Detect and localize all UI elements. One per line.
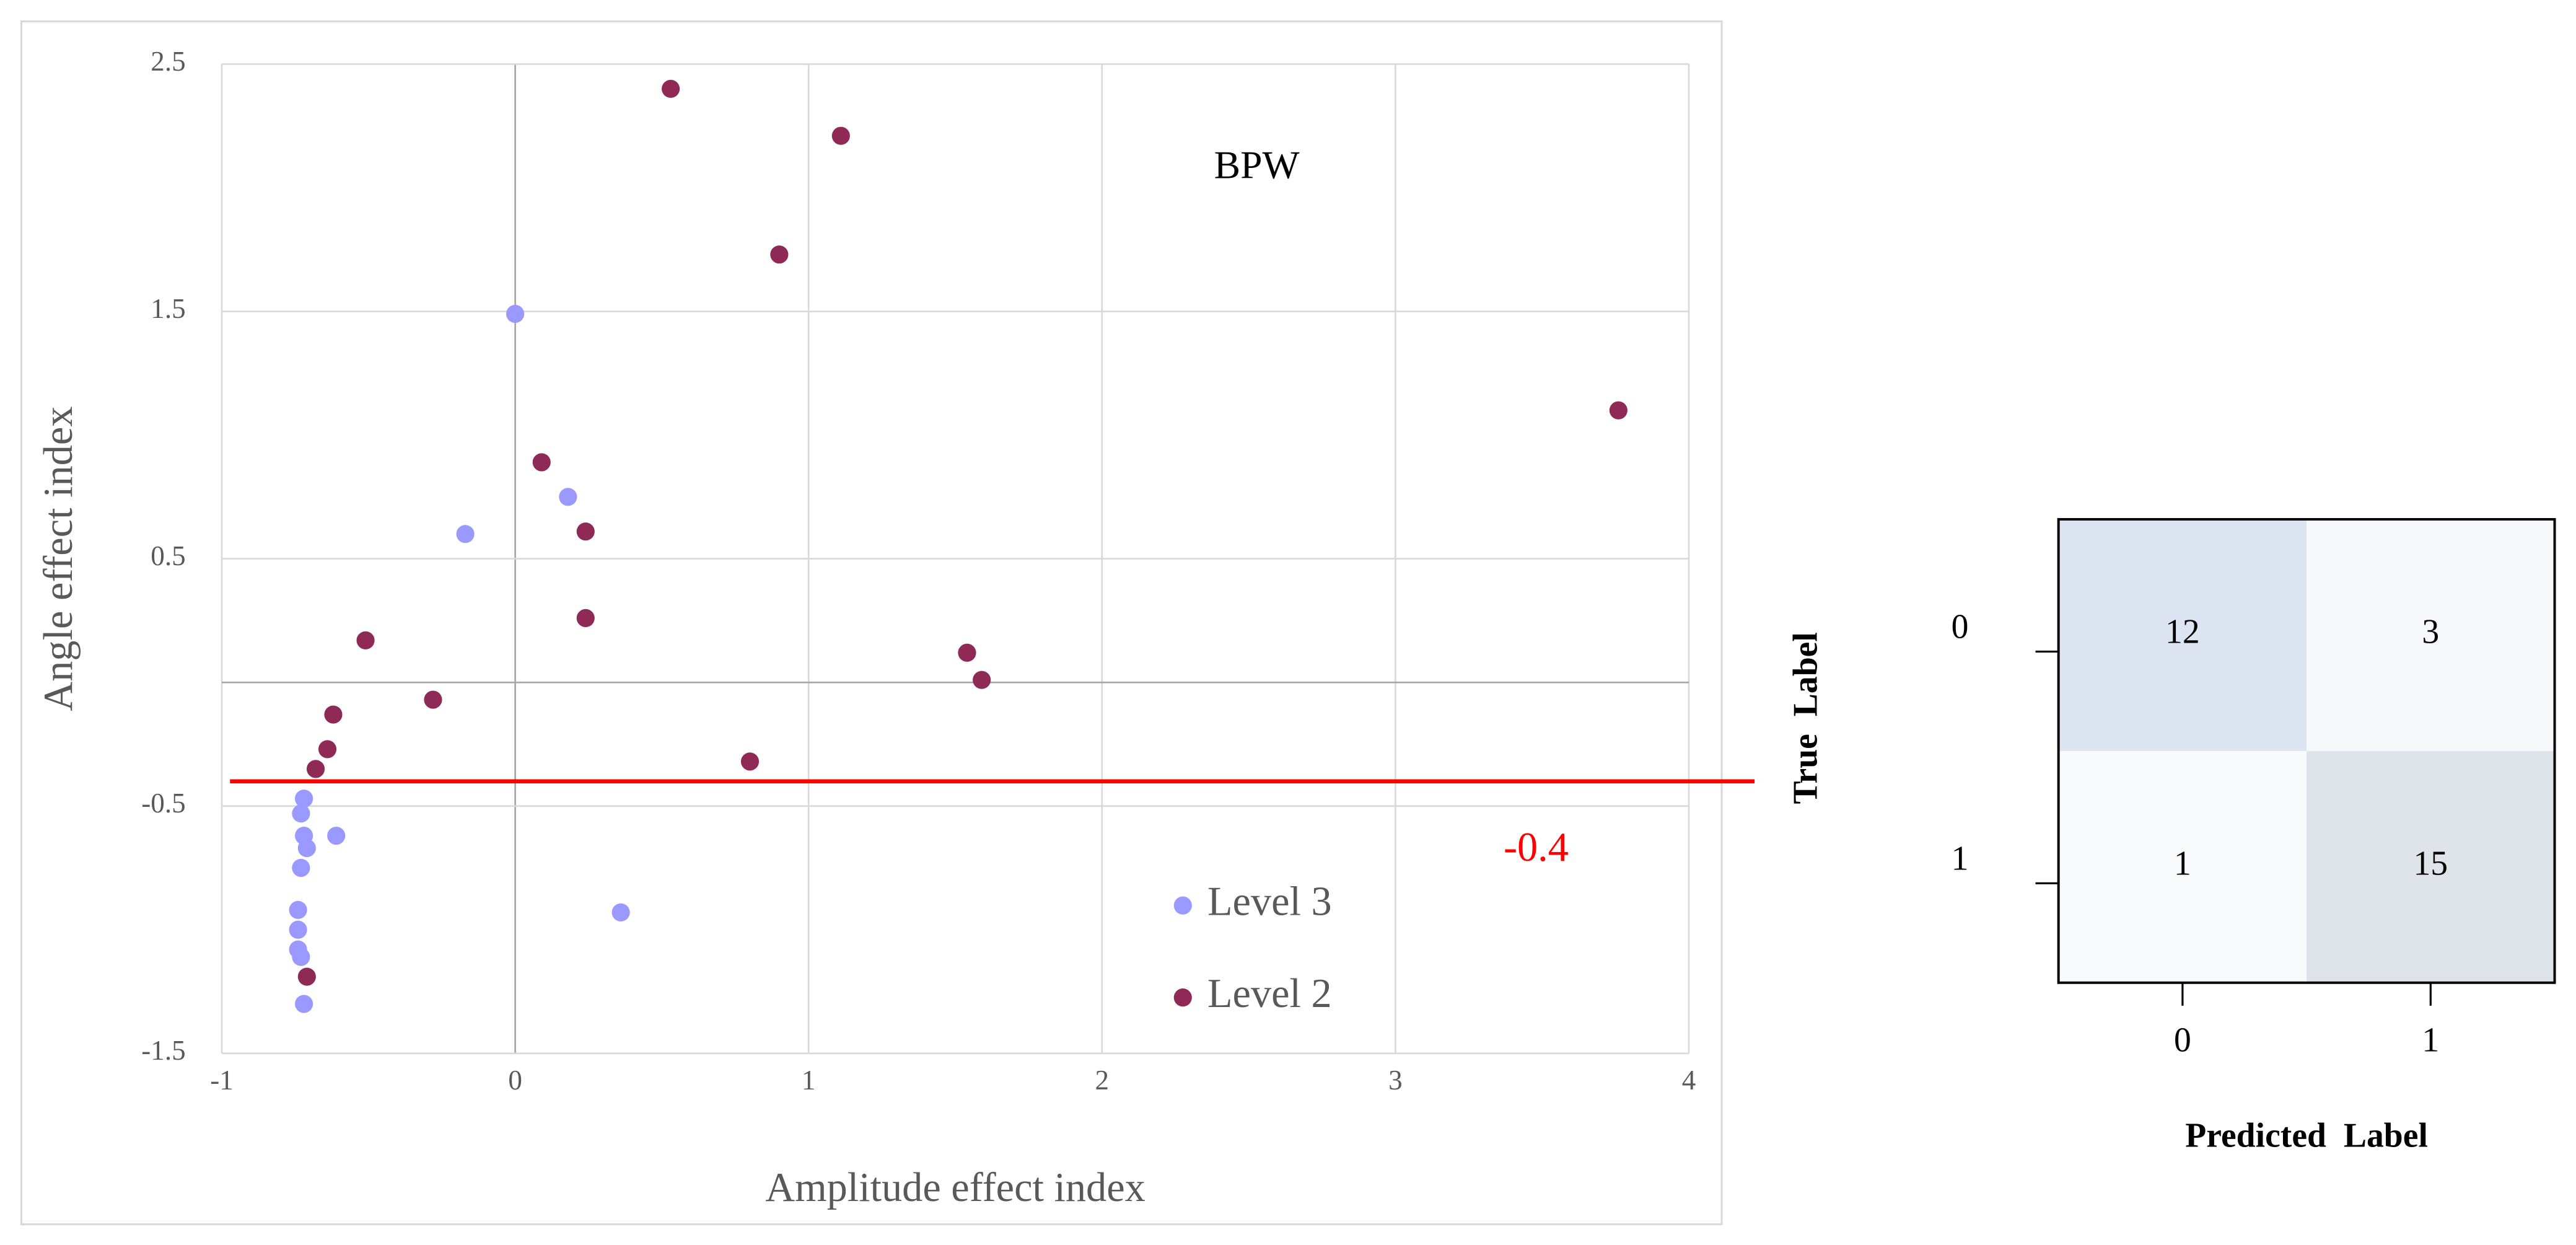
scatter-point (292, 804, 310, 823)
scatter-point (327, 827, 346, 845)
y-tick-label: 0.5 (151, 540, 185, 571)
scatter-point (295, 995, 313, 1013)
heatmap-frame (2057, 517, 2556, 984)
legend-marker (1173, 896, 1192, 915)
scatter-point (576, 609, 595, 627)
heatmap-cell (2307, 750, 2555, 983)
scatter-point (306, 760, 325, 778)
x-tick-label: 2 (1095, 1065, 1110, 1096)
legend-label: Level 2 (1207, 971, 1332, 1016)
legend-marker (1173, 988, 1192, 1007)
scatter-point (506, 304, 525, 323)
y-tick-label: 1 (1952, 840, 1969, 878)
scatter-point (318, 740, 337, 759)
scatter-point (740, 752, 760, 771)
y-axis-title: True Label (1786, 632, 1825, 804)
cell-label: 15 (2413, 845, 2448, 883)
y-tick-label: 2.5 (151, 46, 185, 77)
chart-frame (20, 20, 1723, 1226)
scatter-point (770, 245, 789, 264)
x-axis-title: Amplitude effect index (765, 1165, 1146, 1210)
scatter-point (1609, 401, 1628, 420)
scatter-point (958, 643, 976, 662)
scatter-point (424, 690, 442, 709)
scatter-point (297, 967, 316, 986)
legend-label: Level 3 (1207, 879, 1332, 924)
scatter-point (611, 903, 630, 922)
scatter-point (289, 900, 307, 919)
annotation: BPW (1214, 143, 1300, 187)
scatter-point (289, 920, 307, 939)
scatter-point (292, 858, 310, 878)
scatter-point (297, 838, 316, 858)
x-tick-label: -1 (210, 1065, 234, 1096)
scatter-point (576, 522, 595, 541)
y-tick-label: 0 (1952, 608, 1969, 646)
cell-label: 12 (2165, 613, 2200, 651)
scatter-point (292, 948, 310, 966)
cell-label: 3 (2422, 613, 2439, 651)
scatter-point (831, 126, 850, 145)
x-tick-label: 0 (508, 1065, 522, 1096)
x-tick-label: 0 (2174, 1021, 2191, 1060)
scatter-point (973, 671, 991, 689)
x-tick-label: 3 (1388, 1065, 1403, 1096)
heatmap-cell (2307, 519, 2555, 751)
cell-label: 1 (2174, 845, 2191, 883)
heatmap-cell (2058, 750, 2307, 983)
x-tick-label: 1 (802, 1065, 816, 1096)
y-tick-label: 1.5 (151, 293, 185, 324)
x-axis-title: Predicted Label (2185, 1116, 2428, 1155)
scatter-point (324, 705, 343, 724)
y-tick-label: -0.5 (141, 788, 185, 819)
threshold-label: -0.4 (1504, 825, 1569, 870)
scatter-point (532, 453, 551, 472)
y-tick-label: -1.5 (141, 1035, 185, 1066)
heatmap-cell (2058, 519, 2307, 751)
y-axis-title: Angle effect index (36, 407, 81, 711)
scatter-point (559, 488, 577, 506)
scatter-point (456, 525, 475, 543)
scatter-point (356, 631, 375, 649)
x-tick-label: 1 (2422, 1021, 2439, 1060)
scatter-point (295, 790, 313, 808)
x-tick-label: 4 (1682, 1065, 1696, 1096)
scatter-point (662, 79, 680, 98)
